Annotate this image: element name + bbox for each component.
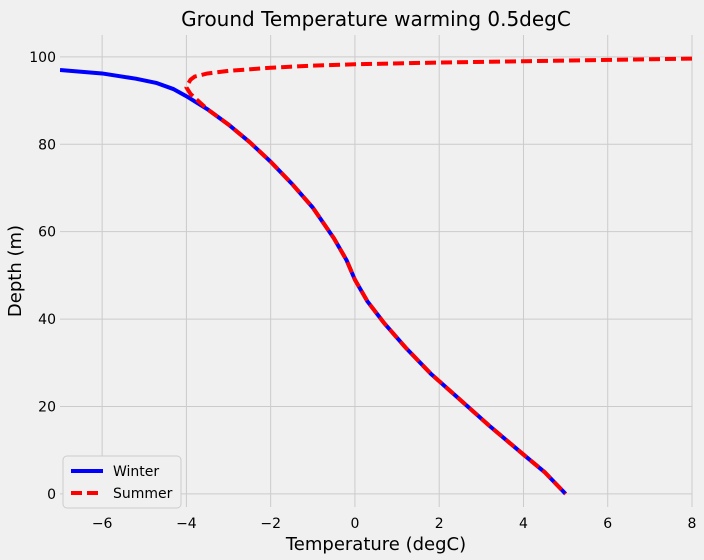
grid [60, 35, 693, 507]
legend-label-winter: Winter [113, 464, 159, 480]
y-tick-label: 60 [38, 225, 56, 241]
y-axis-title: Depth (m) [5, 225, 26, 317]
chart-title: Ground Temperature warming 0.5degC [181, 7, 571, 31]
x-tick-label: 2 [435, 516, 444, 532]
x-tick-label: 4 [519, 516, 528, 532]
series-line-winter [60, 67, 568, 496]
legend: Winter Summer [62, 455, 182, 509]
x-axis-title: Temperature (degC) [285, 534, 466, 555]
series-layer [60, 56, 692, 496]
x-tick-label: 0 [350, 516, 359, 532]
x-tick-label: −4 [176, 516, 197, 532]
y-tick-label: 80 [38, 137, 56, 153]
x-tick-label: 8 [688, 516, 697, 532]
x-tick-label: 6 [603, 516, 612, 532]
y-tick-label: 0 [47, 487, 56, 503]
series-line-summer [184, 56, 692, 496]
x-tick-label: −6 [92, 516, 113, 532]
x-tick-label: −2 [260, 516, 281, 532]
y-tick-label: 100 [29, 50, 56, 66]
y-axis-ticks: 0 20 40 60 80 100 [29, 50, 56, 503]
x-axis-ticks: −6 −4 −2 0 2 4 6 8 [92, 516, 697, 532]
y-tick-label: 20 [38, 399, 56, 415]
y-tick-label: 40 [38, 312, 56, 328]
legend-label-summer: Summer [113, 486, 173, 502]
